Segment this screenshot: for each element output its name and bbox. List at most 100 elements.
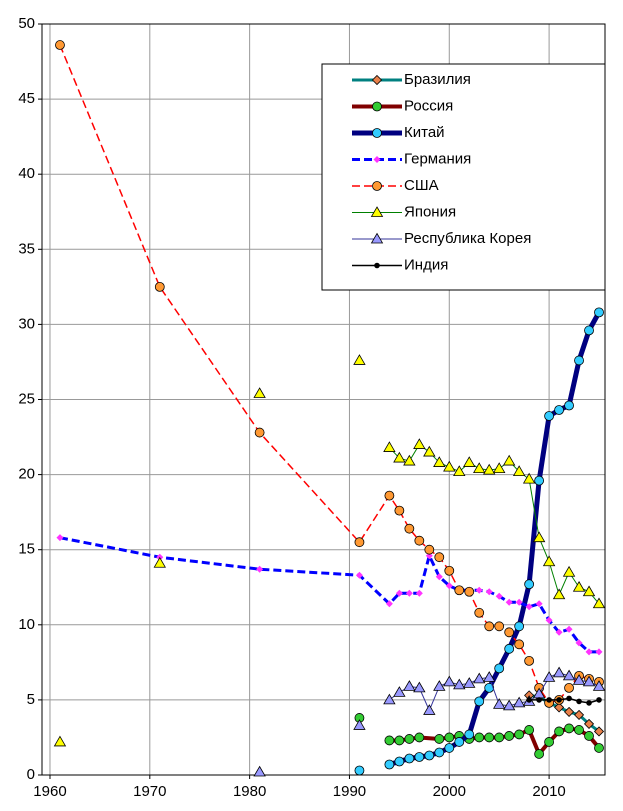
marker [474,607,485,618]
marker [504,731,515,741]
marker [583,718,595,729]
marker [524,725,535,735]
marker [353,354,366,365]
marker [484,732,495,743]
marker [562,565,576,577]
marker [443,675,456,687]
marker [494,663,505,674]
x-tick-label: 1960 [33,783,66,800]
marker [355,571,363,579]
marker [256,565,264,573]
marker [384,490,395,501]
marker [384,735,395,746]
marker [404,523,415,534]
marker [542,671,556,682]
marker [384,759,395,770]
marker [383,693,396,705]
marker [370,232,384,244]
marker [512,696,526,708]
marker [593,726,605,737]
marker [596,697,602,703]
marker [544,411,554,421]
marker [153,556,166,568]
marker [371,74,383,86]
x-tick-label: 1970 [133,783,166,800]
marker [483,671,496,682]
marker [574,725,584,735]
marker [574,355,584,366]
marker [566,695,572,702]
legend-label: Россия [404,97,453,114]
marker [454,737,465,747]
y-tick-label: 50 [18,15,35,32]
legend-label: США [404,177,439,194]
marker [484,621,495,632]
y-tick-label: 25 [18,390,35,407]
marker [575,639,583,647]
marker [544,737,554,747]
y-tick-label: 5 [27,691,35,708]
marker [555,628,563,636]
marker [354,537,365,548]
x-tick-label: 2000 [433,783,466,800]
marker [485,588,493,596]
marker [414,732,425,743]
marker [353,719,366,730]
marker [585,648,593,656]
marker [502,699,516,711]
marker [394,756,405,767]
marker [473,462,486,473]
marker [404,734,415,744]
marker [464,586,475,597]
marker [564,400,574,411]
marker [453,465,466,476]
marker [254,427,265,438]
marker [562,669,576,681]
marker [594,307,604,318]
marker [564,723,574,734]
marker [576,698,582,705]
marker [372,101,382,112]
x-tick-label: 1990 [333,783,366,800]
marker [552,588,566,600]
marker [394,735,405,746]
marker [512,465,526,476]
marker [475,586,483,594]
marker [584,325,594,336]
legend-label: Республика Корея [404,230,531,247]
marker [514,639,525,650]
marker [595,648,603,656]
marker [403,454,416,466]
marker [495,592,503,600]
marker [383,441,396,452]
marker [395,589,403,597]
marker [536,697,542,703]
marker [592,597,606,609]
x-tick-label: 1980 [233,783,266,800]
marker [502,454,516,466]
marker [372,181,382,191]
marker [546,697,552,703]
marker [534,475,545,486]
marker [405,589,413,597]
marker [394,505,405,516]
legend-label: Индия [404,256,448,273]
marker [586,700,592,706]
marker [572,674,586,685]
marker [474,696,485,707]
marker [552,666,566,678]
marker [374,262,380,269]
marker [444,732,455,743]
marker [554,702,565,713]
y-tick-label: 0 [27,766,35,783]
marker [524,579,535,590]
marker [525,603,533,611]
marker [434,552,445,563]
marker [373,156,381,163]
marker [413,438,426,449]
marker [494,621,505,632]
marker [522,472,536,484]
marker [545,616,553,624]
marker [582,675,596,687]
marker [484,682,495,693]
